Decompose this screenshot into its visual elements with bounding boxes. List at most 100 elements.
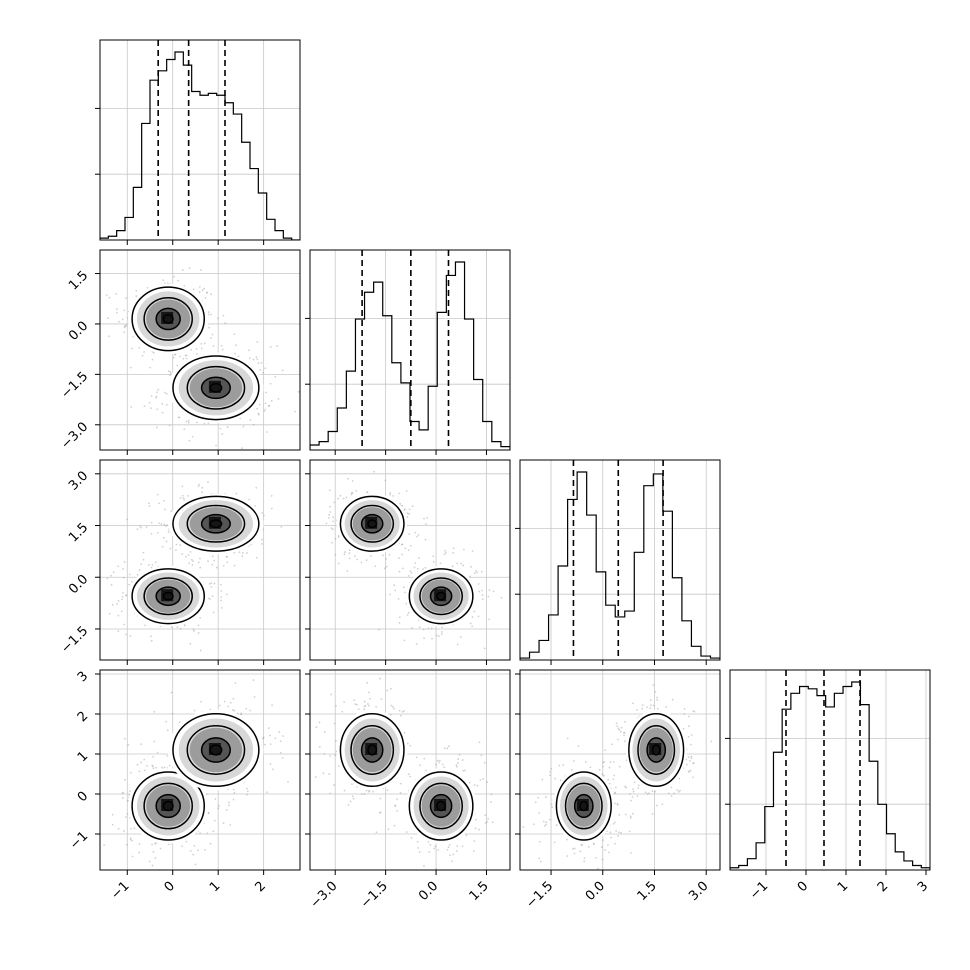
sample-point	[580, 843, 583, 846]
sample-point	[379, 811, 382, 814]
sample-point	[199, 557, 201, 560]
sample-point	[198, 483, 201, 486]
histogram-step	[730, 681, 930, 870]
sample-point	[258, 413, 260, 416]
sample-point	[482, 778, 485, 780]
sample-point	[138, 843, 141, 845]
sample-point	[334, 754, 337, 757]
sample-point	[185, 555, 187, 558]
sample-point	[235, 492, 238, 495]
sample-point	[223, 700, 226, 703]
sample-point	[693, 710, 696, 713]
sample-point	[646, 792, 649, 795]
sample-point	[156, 531, 159, 534]
sample-point	[572, 847, 574, 850]
sample-point	[477, 583, 480, 585]
sample-point	[153, 710, 156, 713]
sample-point	[105, 294, 108, 296]
sample-point	[108, 335, 110, 338]
sample-point	[470, 565, 473, 568]
contour-line	[200, 737, 231, 763]
sample-point	[654, 790, 656, 793]
sample-point	[619, 730, 622, 733]
sample-point	[676, 789, 679, 792]
sample-point	[145, 526, 148, 528]
sample-point	[388, 493, 391, 496]
contour-line	[155, 793, 181, 819]
sample-point	[688, 715, 690, 718]
sample-point	[129, 635, 132, 637]
sample-point	[183, 428, 186, 431]
sample-point	[161, 766, 163, 769]
sample-point	[176, 626, 179, 629]
sample-point	[335, 740, 337, 742]
sample-point	[478, 741, 481, 744]
sample-point	[175, 543, 178, 546]
contour-line	[162, 313, 174, 324]
sample-point	[226, 426, 229, 428]
sample-point	[135, 289, 138, 292]
histogram-step	[100, 51, 300, 240]
sample-point	[637, 787, 640, 789]
sample-point	[252, 358, 255, 361]
contour-line	[360, 737, 384, 763]
sample-point	[183, 624, 186, 627]
sample-point	[624, 740, 626, 743]
sample-point	[169, 374, 171, 377]
sample-point	[652, 704, 655, 707]
panel-frame	[99, 249, 301, 451]
contour-line	[573, 793, 594, 819]
sample-point	[345, 496, 348, 499]
sample-point	[400, 543, 403, 546]
sample-point	[270, 399, 273, 402]
sample-point	[253, 696, 256, 698]
sample-point	[220, 583, 222, 586]
contour-line	[143, 577, 193, 616]
sample-point	[278, 731, 281, 734]
sample-point	[487, 595, 490, 598]
sample-point	[388, 553, 391, 556]
sample-point	[269, 382, 272, 385]
sample-point	[220, 590, 223, 592]
sample-point	[241, 447, 243, 450]
contour-line	[339, 495, 405, 552]
sample-point	[279, 740, 282, 743]
sample-point	[613, 761, 615, 763]
sample-point	[269, 762, 272, 765]
sample-point	[267, 727, 270, 729]
sample-point	[603, 774, 605, 777]
sample-point	[201, 486, 204, 489]
sample-point	[348, 557, 351, 560]
sample-point	[607, 844, 609, 846]
sample-point	[656, 707, 659, 710]
sample-point	[581, 844, 584, 847]
sample-point	[181, 845, 183, 848]
sample-point	[452, 853, 455, 856]
sample-point	[146, 764, 148, 767]
sample-point	[673, 792, 676, 795]
sample-point	[462, 769, 464, 772]
sample-point	[158, 522, 161, 525]
sample-point	[608, 766, 611, 769]
sample-point	[404, 547, 407, 550]
sample-point	[181, 553, 183, 555]
sample-point	[534, 801, 537, 804]
sample-point	[403, 709, 406, 712]
sample-point	[456, 845, 459, 847]
sample-point	[613, 792, 616, 795]
sample-point	[318, 745, 321, 748]
sample-point	[545, 823, 547, 826]
sample-point	[207, 812, 210, 814]
sample-point	[408, 512, 410, 515]
sample-point	[196, 421, 198, 424]
sample-point	[187, 494, 190, 497]
contour-line	[637, 725, 676, 775]
sample-point	[661, 803, 664, 806]
sample-point	[692, 776, 694, 779]
sample-point	[219, 427, 222, 430]
sample-point	[263, 410, 266, 413]
sample-point	[221, 348, 224, 351]
sample-point	[414, 531, 417, 534]
sample-point	[329, 511, 332, 513]
sample-point	[327, 516, 330, 519]
